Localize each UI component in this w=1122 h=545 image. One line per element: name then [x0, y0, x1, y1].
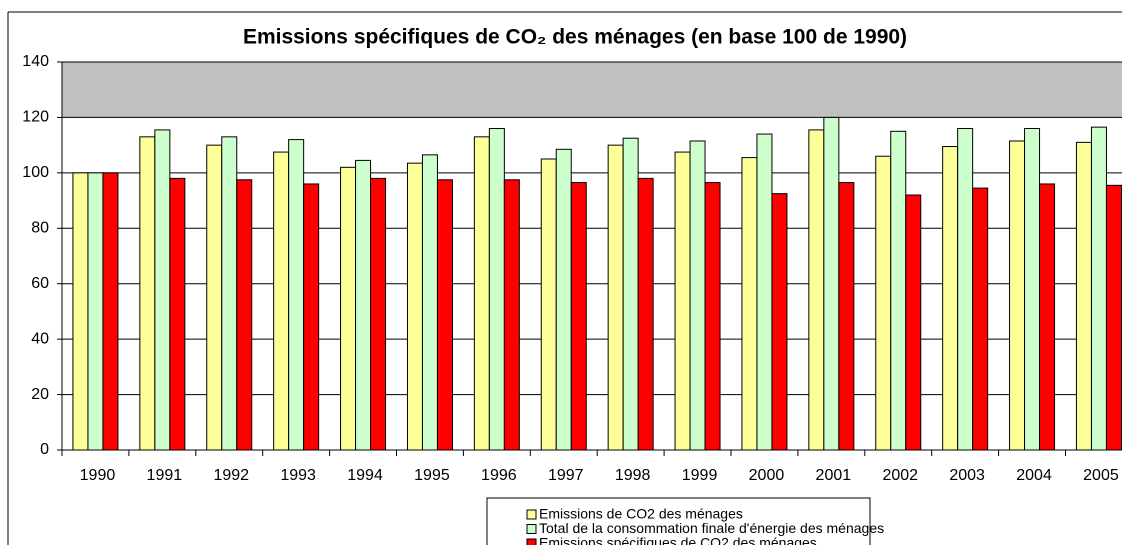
chart-title: Emissions spécifiques de CO₂ des ménages…: [243, 26, 907, 49]
bar: [355, 159, 372, 451]
x-tick-label: 2005: [1083, 467, 1119, 484]
bar: [555, 148, 572, 451]
bar: [421, 154, 438, 451]
legend-label: Total de la consommation finale d'énergi…: [539, 520, 884, 536]
bar: [808, 129, 825, 451]
y-tick-label: 120: [22, 109, 49, 126]
bar: [406, 162, 423, 451]
bar: [957, 128, 974, 451]
x-tick-label: 2000: [749, 467, 785, 484]
legend-swatch: [526, 509, 537, 520]
x-tick-label: 1997: [548, 467, 584, 484]
x-tick-label: 1996: [481, 467, 517, 484]
x-tick-label: 2002: [882, 467, 918, 484]
legend: [486, 497, 871, 545]
bar: [905, 194, 922, 451]
bar: [206, 144, 223, 451]
bar: [823, 116, 840, 451]
bar: [1039, 183, 1056, 451]
bar: [169, 177, 186, 451]
bar: [756, 133, 773, 451]
y-tick-label: 60: [31, 275, 49, 292]
bar: [221, 136, 238, 451]
x-tick-label: 2004: [1016, 467, 1052, 484]
bar: [637, 177, 654, 451]
bar: [838, 182, 855, 451]
bar: [139, 136, 156, 451]
bar: [607, 144, 624, 451]
x-tick-label: 1994: [347, 467, 383, 484]
bar: [942, 146, 959, 451]
x-tick-label: 2001: [816, 467, 852, 484]
bar: [622, 137, 639, 451]
bar: [1105, 184, 1122, 451]
bar: [570, 182, 587, 451]
y-tick-label: 100: [22, 164, 49, 181]
bar: [102, 172, 119, 451]
y-tick-label: 0: [40, 441, 49, 458]
x-tick-label: 1995: [414, 467, 450, 484]
y-tick-label: 140: [22, 53, 49, 70]
bar: [503, 179, 520, 451]
bar: [875, 155, 892, 451]
x-tick-label: 1992: [213, 467, 249, 484]
x-tick-label: 1991: [147, 467, 183, 484]
bar: [288, 139, 305, 451]
legend-label: Emissions de CO2 des ménages: [539, 506, 743, 522]
bar: [488, 128, 505, 451]
bar: [1024, 128, 1041, 451]
bar: [540, 158, 557, 451]
y-tick-label: 80: [31, 220, 49, 237]
bar: [1009, 140, 1026, 451]
bar: [154, 129, 171, 451]
bar: [436, 179, 453, 451]
y-tick-label: 40: [31, 330, 49, 347]
bar: [473, 136, 490, 451]
plot-background: [62, 62, 1122, 118]
bar: [87, 172, 104, 451]
bar: [370, 177, 387, 451]
bar: [236, 179, 253, 451]
legend-swatch: [526, 538, 537, 545]
bar: [72, 172, 89, 451]
x-tick-label: 1990: [80, 467, 116, 484]
bar: [303, 183, 320, 451]
legend-label: Emissions spécifiques de CO2 des ménages: [539, 535, 817, 545]
y-tick-label: 20: [31, 386, 49, 403]
x-tick-label: 1999: [682, 467, 718, 484]
bar: [771, 193, 788, 451]
x-tick-label: 2003: [949, 467, 985, 484]
bar: [689, 140, 706, 451]
x-tick-label: 1998: [615, 467, 651, 484]
bar: [704, 182, 721, 451]
x-tick-label: 1993: [280, 467, 316, 484]
bar: [890, 130, 907, 451]
bar: [273, 151, 290, 451]
bar: [1090, 126, 1107, 451]
legend-swatch: [526, 524, 537, 534]
bar: [1075, 141, 1092, 451]
bar: [972, 187, 989, 451]
bar: [741, 157, 758, 451]
bar: [340, 166, 357, 451]
bar: [674, 151, 691, 451]
